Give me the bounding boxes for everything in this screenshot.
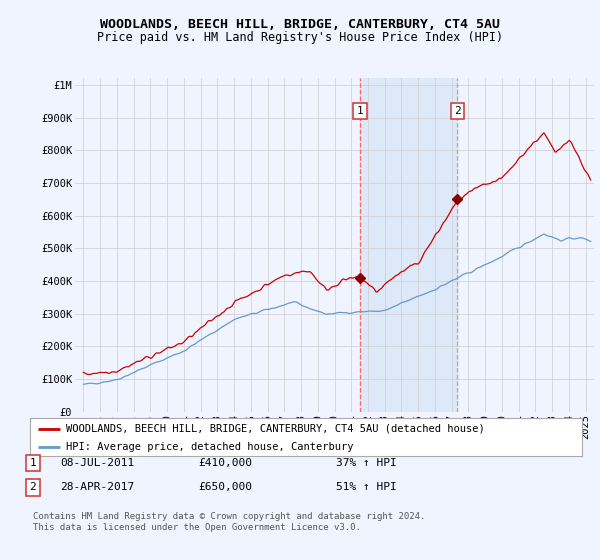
Text: Price paid vs. HM Land Registry's House Price Index (HPI): Price paid vs. HM Land Registry's House … — [97, 31, 503, 44]
Text: 1: 1 — [356, 106, 364, 116]
Text: £650,000: £650,000 — [198, 482, 252, 492]
Text: 28-APR-2017: 28-APR-2017 — [60, 482, 134, 492]
Text: HPI: Average price, detached house, Canterbury: HPI: Average price, detached house, Cant… — [66, 442, 353, 452]
Text: 1: 1 — [29, 458, 37, 468]
Text: 2: 2 — [29, 482, 37, 492]
Text: £410,000: £410,000 — [198, 458, 252, 468]
Text: 08-JUL-2011: 08-JUL-2011 — [60, 458, 134, 468]
Text: 51% ↑ HPI: 51% ↑ HPI — [336, 482, 397, 492]
Text: Contains HM Land Registry data © Crown copyright and database right 2024.
This d: Contains HM Land Registry data © Crown c… — [33, 512, 425, 532]
Text: 37% ↑ HPI: 37% ↑ HPI — [336, 458, 397, 468]
Text: WOODLANDS, BEECH HILL, BRIDGE, CANTERBURY, CT4 5AU: WOODLANDS, BEECH HILL, BRIDGE, CANTERBUR… — [100, 18, 500, 31]
Text: WOODLANDS, BEECH HILL, BRIDGE, CANTERBURY, CT4 5AU (detached house): WOODLANDS, BEECH HILL, BRIDGE, CANTERBUR… — [66, 423, 485, 433]
Bar — [360, 78, 457, 412]
Text: 2: 2 — [454, 106, 461, 116]
